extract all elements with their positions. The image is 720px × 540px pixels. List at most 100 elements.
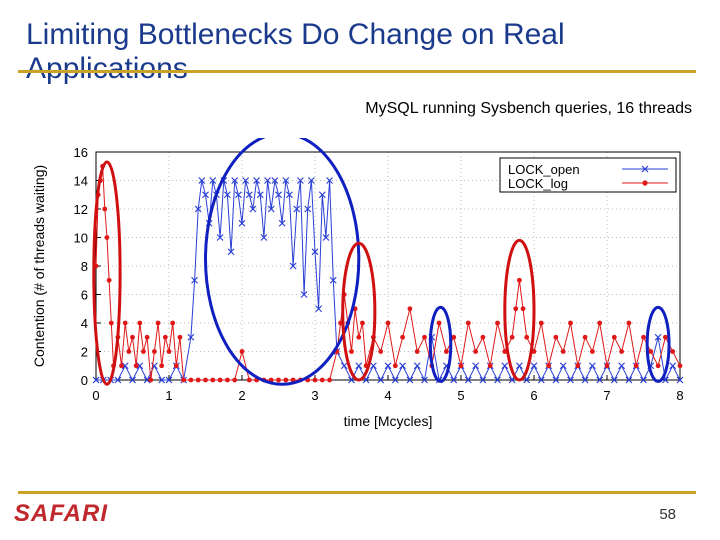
page-number: 58 (659, 506, 676, 523)
legend-label: LOCK_open (508, 162, 580, 177)
chart-subtitle: MySQL running Sysbench queries, 16 threa… (365, 100, 692, 117)
data-point (655, 363, 661, 369)
y-tick-label: 14 (74, 174, 88, 189)
data-point (400, 334, 405, 340)
data-point (581, 376, 589, 384)
data-point (144, 334, 150, 340)
data-point (451, 334, 457, 340)
data-point (319, 377, 325, 383)
data-point (355, 362, 363, 370)
data-point (654, 333, 662, 341)
data-point (626, 320, 632, 326)
data-point (152, 349, 157, 354)
data-point (307, 177, 315, 184)
legend-marker (642, 180, 648, 186)
data-point (517, 277, 522, 283)
data-point (245, 191, 253, 199)
data-point (385, 320, 391, 326)
series-lock-open (92, 177, 684, 384)
data-point (195, 377, 201, 383)
data-point (238, 219, 246, 227)
y-tick-label: 6 (81, 288, 88, 303)
data-point (289, 262, 297, 270)
data-point (300, 291, 308, 298)
data-point (546, 363, 551, 369)
data-point (260, 234, 268, 241)
data-point (166, 349, 172, 354)
x-tick-label: 5 (457, 388, 464, 403)
data-point (326, 177, 334, 184)
data-point (329, 276, 337, 284)
data-point (223, 191, 231, 199)
footer-divider (18, 491, 696, 494)
data-point (231, 177, 239, 184)
data-point (318, 191, 326, 199)
data-point (356, 334, 362, 340)
data-point (378, 349, 384, 354)
data-point (465, 320, 471, 326)
data-point (170, 320, 176, 326)
data-point (181, 377, 187, 383)
data-point (464, 376, 472, 384)
data-point (444, 349, 449, 354)
data-point (148, 377, 154, 383)
data-point (494, 376, 501, 384)
data-point (582, 334, 588, 340)
data-point (159, 363, 165, 369)
data-point (537, 376, 545, 384)
data-point (524, 334, 530, 340)
y-tick-label: 0 (81, 373, 88, 388)
x-tick-label: 7 (603, 388, 610, 403)
data-point (296, 177, 304, 184)
data-point (676, 376, 684, 384)
data-point (104, 235, 110, 240)
y-tick-label: 12 (74, 202, 88, 217)
data-point (155, 320, 161, 326)
data-point (596, 376, 604, 384)
data-point (264, 177, 271, 184)
data-point (501, 362, 509, 370)
data-point (225, 377, 230, 383)
data-point (384, 362, 392, 370)
data-point (216, 234, 224, 241)
data-point (304, 205, 312, 213)
data-point (162, 334, 168, 340)
data-point (283, 377, 289, 383)
data-point (293, 205, 301, 213)
slide-title: Limiting Bottlenecks Do Change on Real A… (26, 18, 565, 85)
data-point (588, 362, 596, 370)
data-point (450, 376, 458, 384)
data-point (227, 248, 235, 256)
x-tick-label: 6 (530, 388, 537, 403)
highlight-ellipse-blue (428, 305, 453, 383)
data-point (311, 248, 319, 256)
y-tick-label: 8 (81, 259, 88, 274)
data-point (479, 376, 487, 384)
highlight-ellipse-red (92, 160, 122, 386)
data-point (377, 376, 385, 384)
data-point (413, 362, 421, 370)
series-line (95, 166, 681, 381)
data-point (480, 334, 486, 340)
data-point (399, 362, 407, 370)
data-point (640, 376, 647, 384)
data-point (92, 376, 100, 384)
x-tick-label: 8 (676, 388, 683, 403)
data-point (249, 205, 257, 213)
data-point (177, 334, 183, 340)
data-point (278, 219, 286, 227)
data-point (114, 376, 122, 384)
title-divider (18, 70, 696, 73)
data-point (275, 191, 282, 199)
data-point (349, 349, 354, 354)
data-point (121, 362, 129, 370)
data-point (312, 377, 318, 383)
data-point (633, 363, 639, 369)
data-point (315, 305, 323, 313)
data-point (271, 177, 279, 184)
data-point (677, 363, 683, 369)
x-axis-label: time [Mcycles] (344, 413, 433, 429)
data-point (391, 376, 399, 384)
data-point (560, 349, 566, 354)
